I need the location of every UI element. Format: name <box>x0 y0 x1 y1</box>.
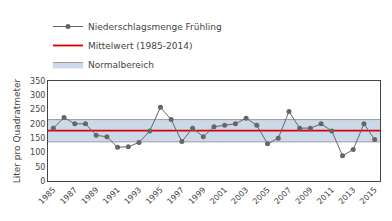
svg-text:350: 350 <box>30 77 45 86</box>
svg-text:1989: 1989 <box>80 185 101 206</box>
svg-text:100: 100 <box>30 148 45 157</box>
svg-text:2011: 2011 <box>315 185 336 206</box>
svg-text:Liter pro Quadratmeter: Liter pro Quadratmeter <box>12 78 22 183</box>
svg-text:2005: 2005 <box>251 185 272 206</box>
svg-text:250: 250 <box>30 105 45 114</box>
svg-text:300: 300 <box>30 91 45 100</box>
svg-text:1993: 1993 <box>123 185 144 206</box>
svg-text:1985: 1985 <box>37 185 58 206</box>
svg-text:1987: 1987 <box>58 185 79 206</box>
svg-text:Niederschlagsmenge Frühling: Niederschlagsmenge Frühling <box>88 22 222 32</box>
svg-text:2015: 2015 <box>358 185 379 206</box>
svg-text:Normalbereich: Normalbereich <box>88 60 154 70</box>
svg-text:2009: 2009 <box>294 185 315 206</box>
svg-text:Mittelwert (1985-2014): Mittelwert (1985-2014) <box>88 41 192 51</box>
svg-text:200: 200 <box>30 120 45 129</box>
svg-text:2013: 2013 <box>337 185 358 206</box>
svg-text:1997: 1997 <box>165 185 186 206</box>
svg-text:1991: 1991 <box>101 185 122 206</box>
svg-text:1999: 1999 <box>187 185 208 206</box>
svg-text:150: 150 <box>30 134 45 143</box>
svg-text:50: 50 <box>35 163 45 172</box>
svg-text:2007: 2007 <box>272 185 293 206</box>
svg-text:0: 0 <box>40 177 45 186</box>
svg-text:1995: 1995 <box>144 185 165 206</box>
svg-text:2003: 2003 <box>230 185 251 206</box>
svg-text:2001: 2001 <box>208 185 229 206</box>
